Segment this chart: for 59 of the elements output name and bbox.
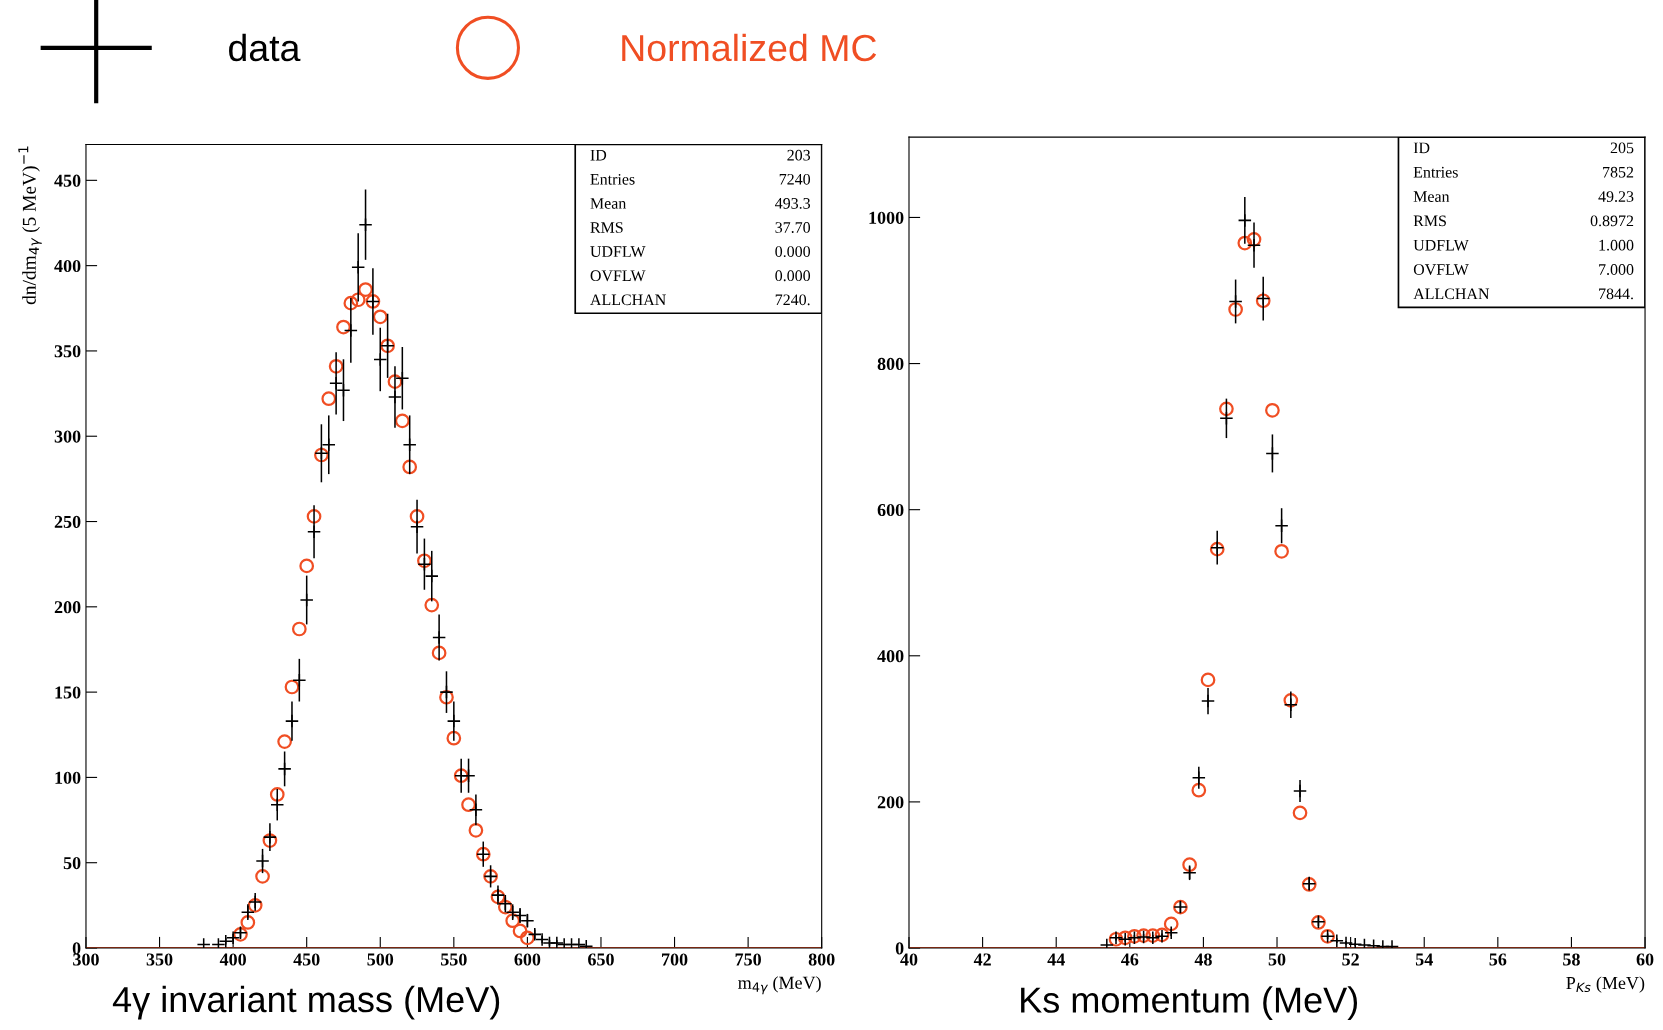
text: ALLCHAN 7844. bbox=[1413, 288, 1633, 300]
y-tick-label: 250 bbox=[54, 515, 81, 528]
x-tick-label: 350 bbox=[146, 953, 173, 966]
text: OVFLW 0.000 bbox=[590, 270, 811, 282]
x-tick-label: 40 bbox=[900, 953, 918, 966]
y-tick-label: 0 bbox=[895, 942, 904, 955]
x-tick-label: 650 bbox=[588, 953, 614, 966]
x-tick-label: 58 bbox=[1563, 953, 1580, 966]
y-axis-title: dn/dm$_{4γ}$ (5 MeV)$^{−1}$ bbox=[18, 146, 42, 305]
x-tick-label: 450 bbox=[293, 953, 320, 966]
x-tick-label: 750 bbox=[735, 953, 761, 966]
y-tick-label: 600 bbox=[877, 503, 904, 517]
x-tick-label: 52 bbox=[1342, 953, 1359, 966]
x-tick-label: 48 bbox=[1194, 953, 1212, 966]
x-axis-title: m$_{4γ}$ (MeV) bbox=[738, 976, 821, 995]
y-tick-label: 350 bbox=[54, 345, 81, 358]
x-tick-label: 500 bbox=[367, 953, 394, 966]
text: RMS 0.8972 bbox=[1413, 215, 1634, 227]
y-tick-label: 200 bbox=[877, 796, 904, 809]
x-tick-label: 60 bbox=[1636, 953, 1654, 966]
x-tick-label: 54 bbox=[1415, 953, 1433, 966]
x-tick-label: 550 bbox=[441, 953, 467, 966]
x-tick-label: 42 bbox=[973, 953, 991, 966]
x-tick-label: 300 bbox=[73, 953, 99, 966]
y-tick-label: 50 bbox=[63, 856, 81, 870]
text: RMS 37.70 bbox=[590, 222, 811, 233]
text: Mean 49.23 bbox=[1413, 191, 1634, 202]
x-tick-label: 600 bbox=[514, 953, 541, 966]
x-tick-label: 50 bbox=[1268, 953, 1286, 966]
y-tick-label: 400 bbox=[54, 259, 81, 273]
text: UDFLW 0.000 bbox=[590, 246, 811, 258]
x-tick-label: 400 bbox=[219, 953, 246, 966]
text: ID 203 bbox=[590, 149, 811, 161]
x-tick-label: 56 bbox=[1489, 953, 1507, 966]
text: UDFLW 1.000 bbox=[1413, 239, 1634, 251]
text: ALLCHAN 7240. bbox=[590, 294, 810, 306]
y-tick-label: 450 bbox=[54, 174, 81, 187]
legend-label: data bbox=[229, 33, 301, 62]
x-tick-label: 800 bbox=[808, 953, 835, 966]
text: Ks momentum (MeV) bbox=[1021, 986, 1358, 1020]
text: Mean 493.3 bbox=[590, 198, 811, 209]
y-tick-label: 1000 bbox=[869, 211, 904, 224]
x-tick-label: 46 bbox=[1121, 953, 1139, 966]
y-tick-label: 800 bbox=[877, 357, 904, 371]
x-tick-label: 700 bbox=[662, 953, 688, 966]
y-tick-label: 0 bbox=[72, 942, 81, 955]
text: ID 205 bbox=[1413, 142, 1634, 154]
text: Entries 7240 bbox=[590, 173, 811, 185]
y-tick-label: 100 bbox=[55, 771, 81, 784]
text: Entries 7852 bbox=[1413, 166, 1634, 178]
text: Normalized MC bbox=[622, 33, 877, 62]
text: 4γ invariant mass (MeV) bbox=[112, 985, 500, 1020]
y-tick-label: 150 bbox=[55, 686, 81, 699]
y-tick-label: 400 bbox=[877, 650, 904, 663]
y-tick-label: 300 bbox=[54, 430, 81, 443]
y-tick-label: 200 bbox=[54, 601, 81, 614]
text: OVFLW 7.000 bbox=[1413, 264, 1634, 275]
x-axis-title: P$_{Ks}$ (MeV) bbox=[1566, 976, 1645, 993]
x-tick-label: 44 bbox=[1047, 953, 1065, 966]
